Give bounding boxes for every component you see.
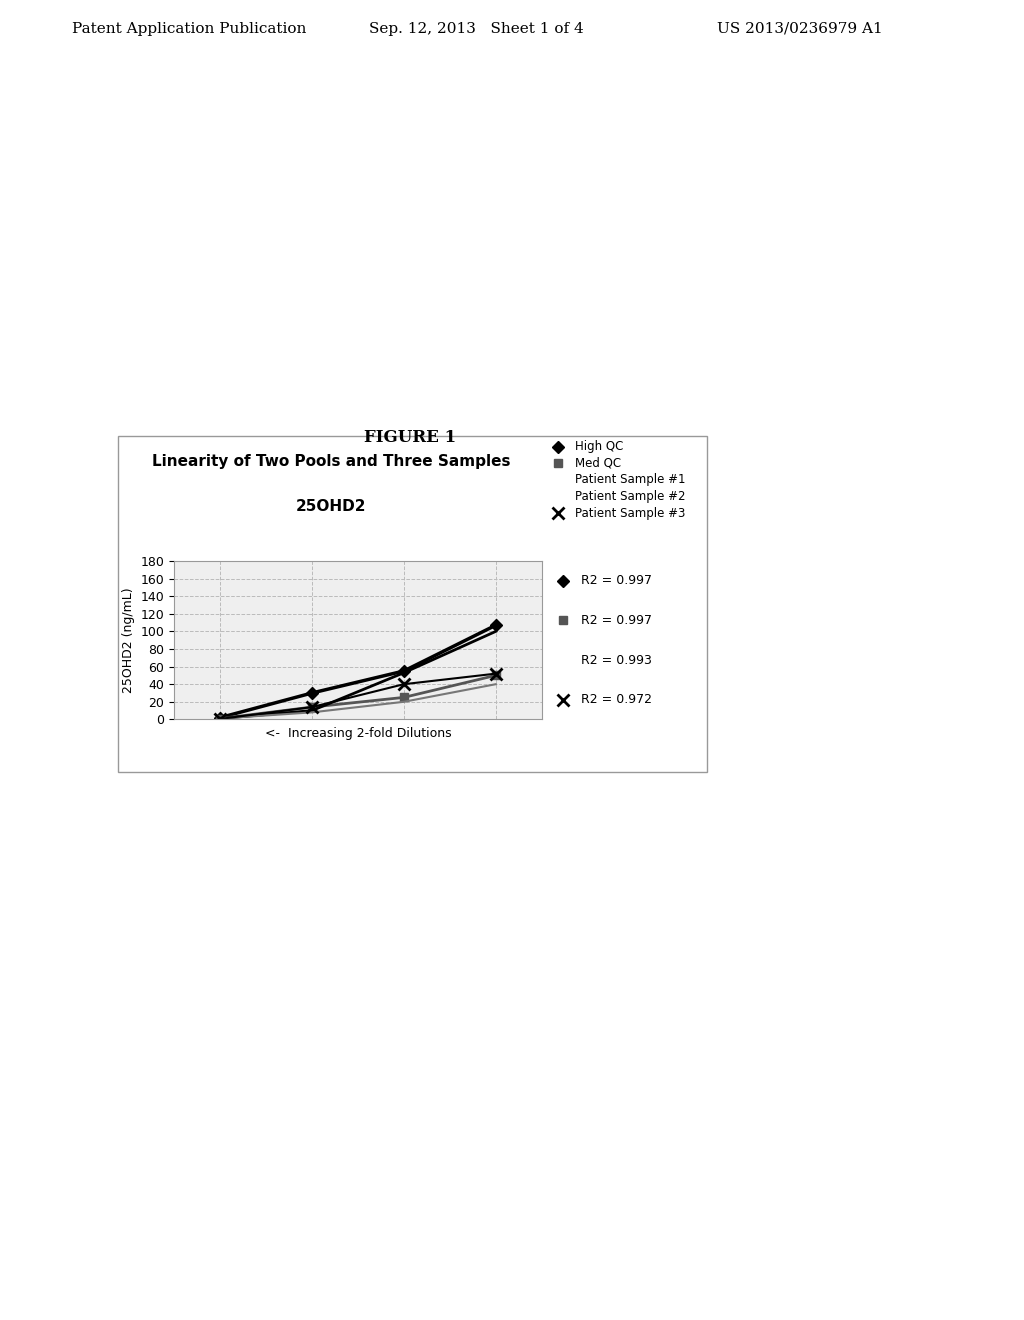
Text: Patient Sample #3: Patient Sample #3: [575, 507, 686, 520]
Text: US 2013/0236979 A1: US 2013/0236979 A1: [717, 22, 883, 36]
Text: Patient Sample #1: Patient Sample #1: [575, 474, 686, 486]
Text: Med QC: Med QC: [575, 457, 622, 470]
Text: 25OHD2: 25OHD2: [296, 499, 366, 513]
Text: R2 = 0.997: R2 = 0.997: [582, 574, 652, 587]
Text: R2 = 0.997: R2 = 0.997: [582, 614, 652, 627]
Text: Patient Sample #2: Patient Sample #2: [575, 490, 686, 503]
Text: High QC: High QC: [575, 440, 624, 453]
Text: Sep. 12, 2013   Sheet 1 of 4: Sep. 12, 2013 Sheet 1 of 4: [369, 22, 584, 36]
Text: Linearity of Two Pools and Three Samples: Linearity of Two Pools and Three Samples: [152, 454, 510, 469]
Text: R2 = 0.972: R2 = 0.972: [582, 693, 652, 706]
Text: FIGURE 1: FIGURE 1: [364, 429, 456, 446]
Text: R2 = 0.993: R2 = 0.993: [582, 653, 652, 667]
Y-axis label: 25OHD2 (ng/mL): 25OHD2 (ng/mL): [122, 587, 135, 693]
Text: <-  Increasing 2-fold Dilutions: <- Increasing 2-fold Dilutions: [264, 727, 452, 739]
Text: Patent Application Publication: Patent Application Publication: [72, 22, 306, 36]
